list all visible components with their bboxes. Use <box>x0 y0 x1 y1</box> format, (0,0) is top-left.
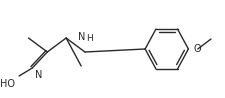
Text: N: N <box>78 32 86 42</box>
Text: HO: HO <box>0 79 15 89</box>
Text: O: O <box>192 44 200 54</box>
Text: H: H <box>86 34 92 43</box>
Text: N: N <box>35 70 42 80</box>
